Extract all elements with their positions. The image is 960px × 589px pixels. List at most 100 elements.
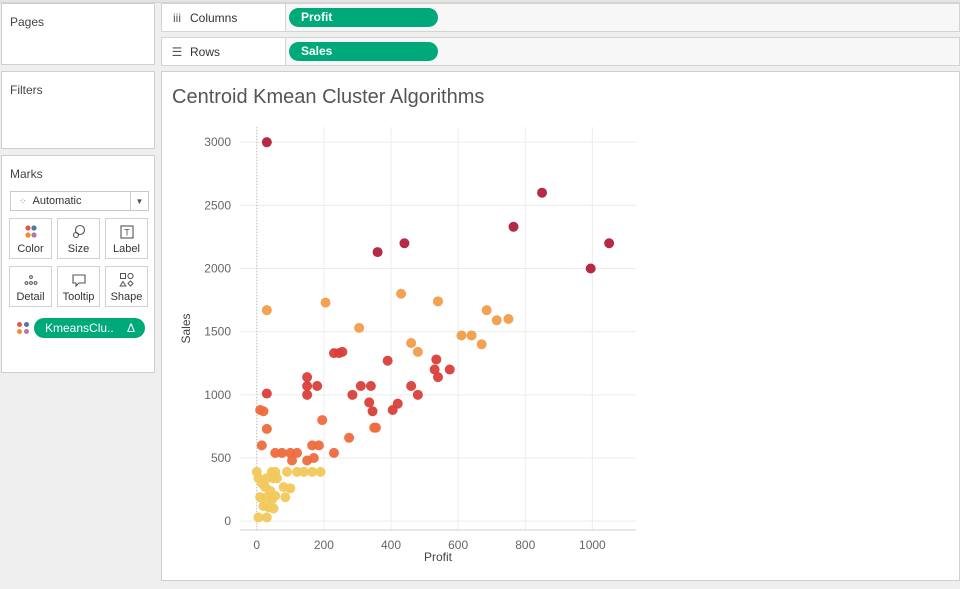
color-encoding-icon xyxy=(17,322,29,334)
sales-pill[interactable]: Sales xyxy=(289,42,438,61)
y-tick-label: 3000 xyxy=(204,135,231,149)
x-tick-label: 1000 xyxy=(579,538,606,552)
pages-card[interactable]: Pages xyxy=(1,3,155,65)
data-point-cluster-4 xyxy=(313,440,324,451)
automatic-mark-icon: ⁘ xyxy=(19,195,27,206)
tooltip-button[interactable]: Tooltip xyxy=(57,266,100,307)
data-point-cluster-3 xyxy=(387,404,398,415)
detail-icon xyxy=(24,275,37,285)
data-point-cluster-3 xyxy=(431,354,442,365)
columns-label: Columns xyxy=(190,10,238,25)
data-point-cluster-4 xyxy=(317,415,328,426)
color-button[interactable]: Color xyxy=(9,218,52,259)
data-point-cluster-5 xyxy=(253,512,264,523)
data-point-cluster-2 xyxy=(354,322,365,333)
mark-type-value: Automatic xyxy=(32,195,82,207)
filters-title: Filters xyxy=(10,83,43,97)
data-point-cluster-1 xyxy=(399,238,410,249)
x-tick-label: 400 xyxy=(381,538,401,552)
data-point-cluster-4 xyxy=(256,440,267,451)
x-tick-label: 800 xyxy=(515,538,535,552)
data-point-cluster-4 xyxy=(328,447,339,458)
data-point-cluster-3 xyxy=(312,380,323,391)
data-point-cluster-2 xyxy=(396,288,407,299)
label-button[interactable]: T Label xyxy=(105,218,148,259)
marks-card: Marks ⁘ Automatic ▼ Color Size T Label xyxy=(1,155,155,373)
profit-pill[interactable]: Profit xyxy=(289,8,438,27)
data-point-cluster-5 xyxy=(307,466,318,477)
data-point-cluster-4 xyxy=(292,447,303,458)
x-tick-label: 600 xyxy=(448,538,468,552)
data-point-cluster-3 xyxy=(355,380,366,391)
rows-icon: ☰ xyxy=(171,44,183,59)
data-point-cluster-1 xyxy=(604,238,615,249)
data-point-cluster-2 xyxy=(476,339,487,350)
data-point-cluster-1 xyxy=(508,221,519,232)
rows-shelf[interactable]: ☰ Rows Sales xyxy=(161,37,960,66)
data-point-cluster-2 xyxy=(433,296,443,307)
data-point-cluster-5 xyxy=(266,494,277,505)
data-point-cluster-3 xyxy=(444,364,455,375)
data-point-cluster-2 xyxy=(481,305,492,316)
shape-icon xyxy=(118,272,134,287)
size-button[interactable]: Size xyxy=(57,218,100,259)
chart-title: Centroid Kmean Cluster Algorithms xyxy=(172,86,485,108)
visualization-pane: Centroid Kmean Cluster Algorithms 0 200 40… xyxy=(161,71,960,581)
data-point-cluster-2 xyxy=(503,314,514,325)
detail-label: Detail xyxy=(16,291,45,303)
y-tick-label: 1000 xyxy=(204,388,231,402)
data-point-cluster-3 xyxy=(347,389,358,400)
scatter-chart[interactable]: 0 200 400 600 800 1000 0 500 1000 1500 2000 2500 300… xyxy=(162,72,959,580)
data-point-cluster-5 xyxy=(280,492,291,503)
data-point-cluster-1 xyxy=(537,187,548,198)
rows-label: Rows xyxy=(190,44,221,59)
label-label: Label xyxy=(113,243,140,255)
chevron-down-icon[interactable]: ▼ xyxy=(130,192,148,210)
data-point-cluster-2 xyxy=(456,330,467,341)
data-point-cluster-3 xyxy=(412,389,423,400)
data-point-cluster-3 xyxy=(302,389,313,400)
y-tick-label: 2000 xyxy=(204,261,231,275)
data-point-cluster-5 xyxy=(281,466,292,477)
x-tick-label: 200 xyxy=(314,538,334,552)
data-point-cluster-4 xyxy=(370,422,381,433)
y-tick-label: 2500 xyxy=(204,198,231,212)
shape-button[interactable]: Shape xyxy=(105,266,148,307)
data-point-cluster-2 xyxy=(466,330,477,341)
data-point-cluster-3 xyxy=(302,380,313,391)
data-point-cluster-5 xyxy=(298,466,309,477)
x-tick-label: 0 xyxy=(253,538,260,552)
data-point-cluster-1 xyxy=(585,263,596,274)
color-label: Color xyxy=(17,243,44,255)
data-point-cluster-5 xyxy=(268,503,279,514)
data-point-cluster-4 xyxy=(276,447,287,458)
data-point-cluster-1 xyxy=(261,137,272,148)
tooltip-label: Tooltip xyxy=(62,291,95,303)
data-point-cluster-3 xyxy=(429,364,440,375)
data-point-cluster-5 xyxy=(271,473,282,484)
data-point-cluster-5 xyxy=(315,466,326,477)
y-tick-label: 1500 xyxy=(204,325,231,339)
data-point-cluster-2 xyxy=(491,315,502,326)
filters-card[interactable]: Filters xyxy=(1,71,155,149)
data-point-cluster-3 xyxy=(302,372,313,383)
data-point-cluster-3 xyxy=(367,406,378,417)
delta-icon: Δ xyxy=(126,321,135,335)
y-tick-label: 0 xyxy=(224,514,231,528)
data-point-cluster-4 xyxy=(261,423,272,434)
top-toolbar-edge xyxy=(0,0,960,3)
data-point-cluster-3 xyxy=(364,397,375,408)
svg-text:T: T xyxy=(124,228,130,238)
data-point-cluster-2 xyxy=(406,338,417,349)
detail-button[interactable]: Detail xyxy=(9,266,52,307)
kmeans-cluster-pill[interactable]: KmeansClu.. Δ xyxy=(34,318,145,338)
data-point-cluster-3 xyxy=(261,388,272,399)
size-icon xyxy=(72,224,85,239)
columns-shelf[interactable]: iii Columns Profit xyxy=(161,3,960,32)
columns-shelf-label: iii Columns xyxy=(162,4,286,31)
data-point-cluster-3 xyxy=(365,380,376,391)
marks-title: Marks xyxy=(10,167,43,181)
shape-label: Shape xyxy=(110,291,143,303)
y-axis-label: Sales xyxy=(179,313,193,343)
mark-type-dropdown[interactable]: ⁘ Automatic ▼ xyxy=(10,191,149,211)
